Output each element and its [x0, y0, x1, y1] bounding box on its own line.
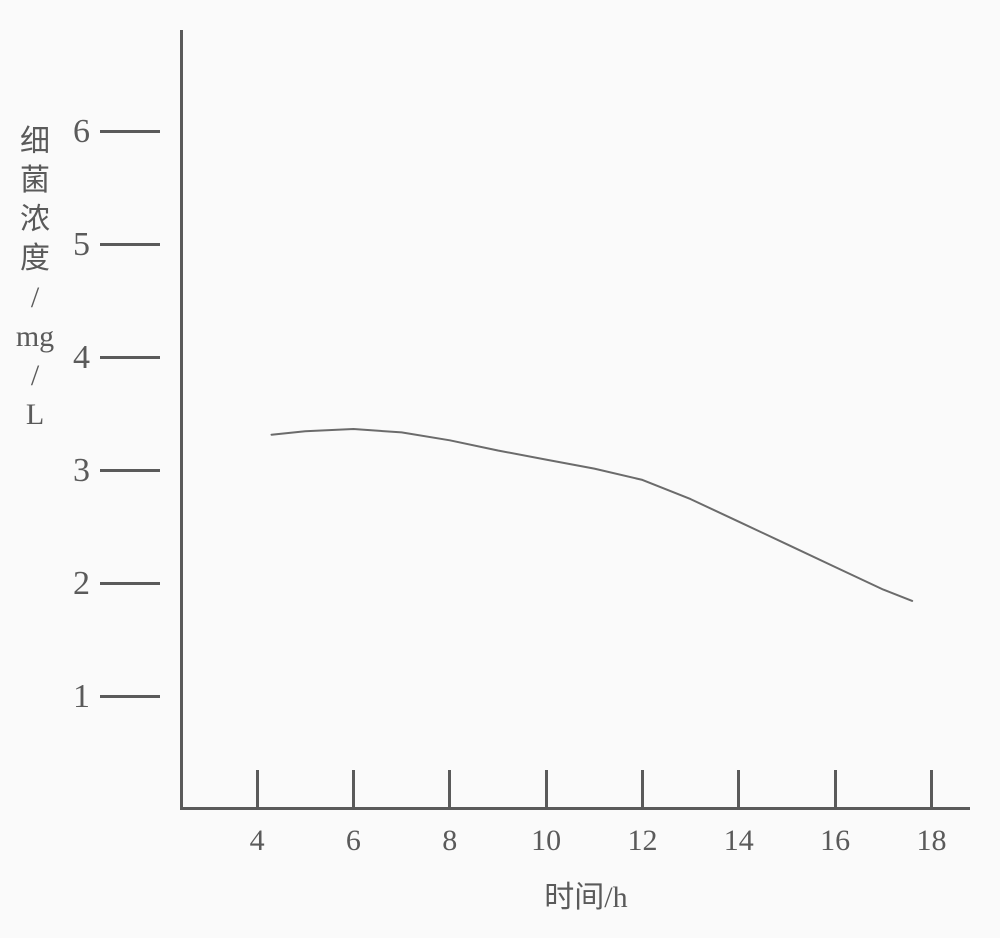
x-tick-label: 4: [227, 824, 287, 858]
x-axis-label-text: 时间/h: [544, 881, 627, 914]
x-tick: [834, 770, 837, 810]
x-tick-label: 10: [516, 824, 576, 858]
x-tick-label: 8: [420, 824, 480, 858]
y-tick-label: 6: [73, 113, 90, 151]
y-tick-label: 1: [73, 678, 90, 716]
y-axis-label: 细菌浓度/mg/L: [15, 122, 55, 434]
x-tick-label: 6: [323, 824, 383, 858]
y-tick: [100, 695, 160, 698]
x-tick-label: 16: [805, 824, 865, 858]
x-tick: [641, 770, 644, 810]
x-tick-label: 18: [901, 824, 961, 858]
y-tick: [100, 243, 160, 246]
y-axis-label-char: L: [15, 395, 55, 434]
x-tick: [737, 770, 740, 810]
y-tick-label: 2: [73, 565, 90, 603]
y-tick: [100, 130, 160, 133]
y-axis-label-char: mg: [15, 317, 55, 356]
y-axis-label-char: /: [15, 278, 55, 317]
y-tick: [100, 356, 160, 359]
y-tick: [100, 582, 160, 585]
plot-area: [180, 30, 970, 810]
x-tick: [930, 770, 933, 810]
y-tick-label: 3: [73, 452, 90, 490]
x-tick-label: 14: [709, 824, 769, 858]
y-tick-label: 4: [73, 339, 90, 377]
y-tick: [100, 469, 160, 472]
y-axis-label-char: 度: [15, 239, 55, 278]
x-tick: [256, 770, 259, 810]
y-axis-label-char: /: [15, 356, 55, 395]
x-tick: [352, 770, 355, 810]
y-axis-label-char: 菌: [15, 161, 55, 200]
chart-container: 细菌浓度/mg/L 时间/h 1234564681012141618: [0, 0, 1000, 938]
x-axis-label: 时间/h: [544, 872, 627, 916]
x-tick: [545, 770, 548, 810]
x-tick-label: 12: [612, 824, 672, 858]
y-tick-label: 5: [73, 226, 90, 264]
y-axis-label-char: 浓: [15, 200, 55, 239]
x-tick: [448, 770, 451, 810]
y-axis-label-char: 细: [15, 122, 55, 161]
